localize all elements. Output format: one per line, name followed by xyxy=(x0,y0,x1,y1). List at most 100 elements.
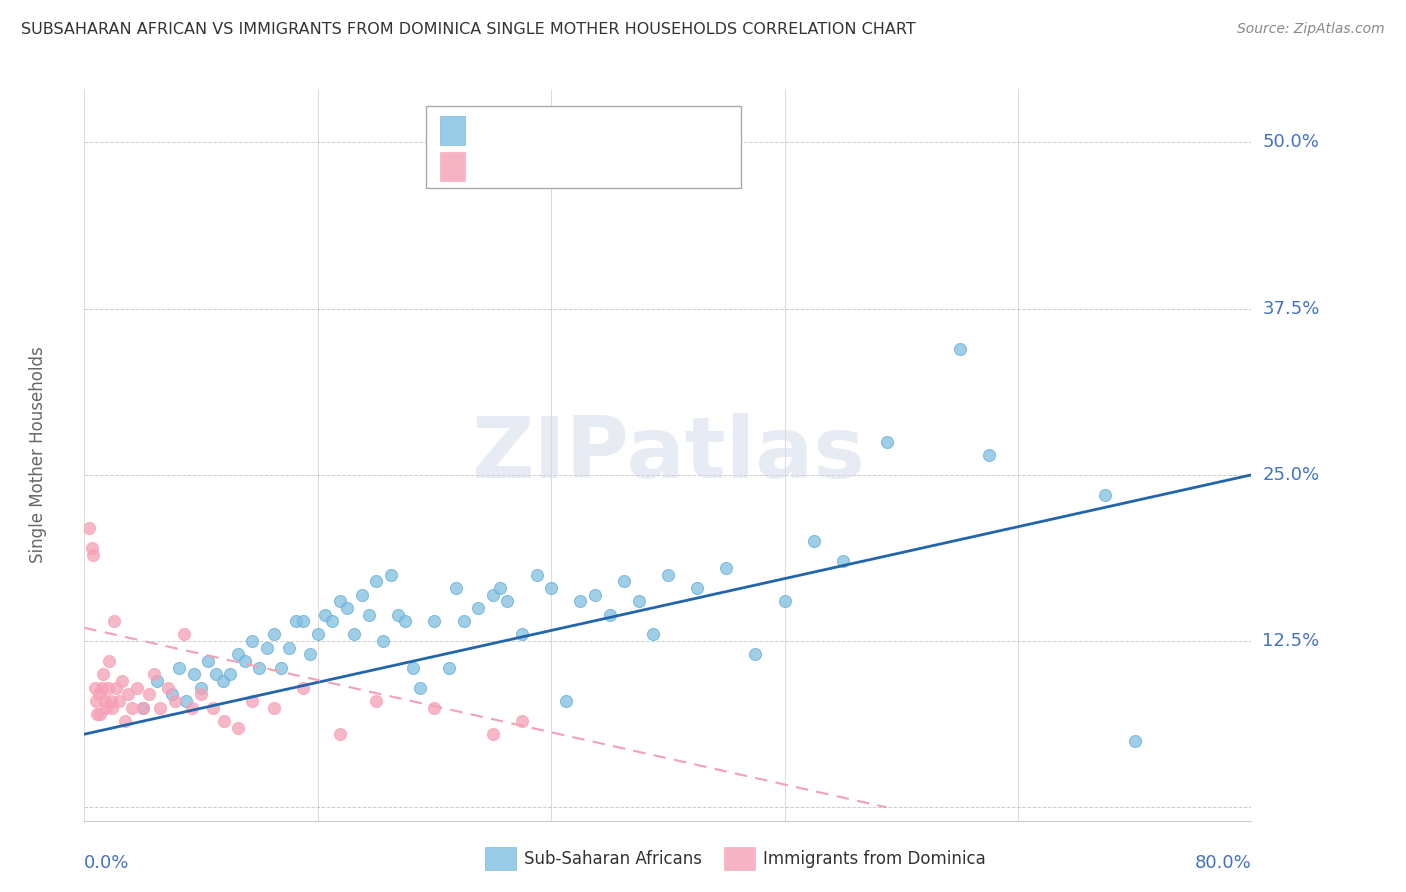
Point xyxy=(977,448,1000,462)
Point xyxy=(91,667,114,681)
Text: 44: 44 xyxy=(603,157,628,176)
Text: 67: 67 xyxy=(603,121,628,140)
Point xyxy=(190,687,212,701)
Point xyxy=(329,727,352,741)
Point xyxy=(212,673,235,688)
Text: 50.0%: 50.0% xyxy=(1263,134,1319,152)
Point xyxy=(94,694,117,708)
Point xyxy=(437,661,460,675)
Point xyxy=(86,707,108,722)
Point xyxy=(554,694,576,708)
Text: N =: N = xyxy=(558,121,606,140)
Point xyxy=(496,594,519,608)
Text: 37.5%: 37.5% xyxy=(1263,300,1320,318)
Point xyxy=(84,694,107,708)
Point xyxy=(387,607,409,622)
Point xyxy=(321,614,343,628)
Point xyxy=(803,534,825,549)
Point xyxy=(284,614,307,628)
Point xyxy=(226,648,249,662)
Point xyxy=(263,700,285,714)
Point xyxy=(97,681,120,695)
Point xyxy=(173,627,195,641)
Point xyxy=(292,681,315,695)
Point xyxy=(100,694,122,708)
Point xyxy=(373,634,395,648)
Point xyxy=(357,607,380,622)
Point xyxy=(277,640,299,655)
Point xyxy=(214,714,236,728)
Text: ZIPatlas: ZIPatlas xyxy=(471,413,865,497)
Text: 0.0%: 0.0% xyxy=(84,854,129,871)
Point xyxy=(82,548,104,562)
Point xyxy=(197,654,219,668)
Point xyxy=(149,700,172,714)
Point xyxy=(314,607,336,622)
Point xyxy=(163,694,186,708)
Point xyxy=(510,714,533,728)
Text: Source: ZipAtlas.com: Source: ZipAtlas.com xyxy=(1237,22,1385,37)
Point xyxy=(233,654,256,668)
Point xyxy=(240,634,263,648)
Point xyxy=(132,700,155,714)
Point xyxy=(108,694,131,708)
Point xyxy=(299,648,322,662)
Point xyxy=(201,700,224,714)
Point xyxy=(489,581,512,595)
Point xyxy=(481,588,505,602)
Point xyxy=(270,661,292,675)
Point xyxy=(103,614,125,628)
Point xyxy=(329,594,352,608)
Point xyxy=(1123,734,1146,748)
Point xyxy=(90,681,112,695)
Point xyxy=(121,700,143,714)
Point xyxy=(948,342,970,356)
Point xyxy=(446,581,468,595)
Point xyxy=(366,574,388,589)
Point xyxy=(292,614,315,628)
Point xyxy=(627,594,650,608)
Point xyxy=(181,700,204,714)
Point xyxy=(80,541,103,555)
Point xyxy=(83,681,105,695)
Point xyxy=(343,627,366,641)
Point xyxy=(98,654,121,668)
Point xyxy=(714,561,737,575)
Point xyxy=(247,661,270,675)
Point xyxy=(423,614,446,628)
Point xyxy=(176,694,198,708)
Point xyxy=(105,681,128,695)
Point xyxy=(87,687,110,701)
Point xyxy=(336,600,359,615)
Text: 0.533: 0.533 xyxy=(508,121,564,140)
Point xyxy=(190,681,212,695)
Text: Single Mother Households: Single Mother Households xyxy=(28,347,46,563)
Point xyxy=(167,661,190,675)
Point xyxy=(686,581,709,595)
Point xyxy=(613,574,636,589)
Text: 12.5%: 12.5% xyxy=(1263,632,1320,650)
Point xyxy=(643,627,665,641)
Point xyxy=(832,554,855,568)
Point xyxy=(350,588,373,602)
Point xyxy=(657,567,679,582)
Point xyxy=(307,627,329,641)
Point xyxy=(96,700,118,714)
Point xyxy=(263,627,285,641)
Text: R =: R = xyxy=(477,121,512,140)
Point xyxy=(467,600,489,615)
Point xyxy=(380,567,402,582)
Point xyxy=(526,567,548,582)
Point xyxy=(423,700,446,714)
Text: 25.0%: 25.0% xyxy=(1263,466,1320,483)
Point xyxy=(876,434,898,449)
Point xyxy=(160,687,183,701)
Point xyxy=(401,661,423,675)
Point xyxy=(226,721,249,735)
Point xyxy=(117,687,139,701)
Point xyxy=(219,667,242,681)
Point xyxy=(138,687,160,701)
Text: Sub-Saharan Africans: Sub-Saharan Africans xyxy=(524,849,703,868)
Text: Immigrants from Dominica: Immigrants from Dominica xyxy=(763,849,986,868)
Point xyxy=(77,521,100,535)
